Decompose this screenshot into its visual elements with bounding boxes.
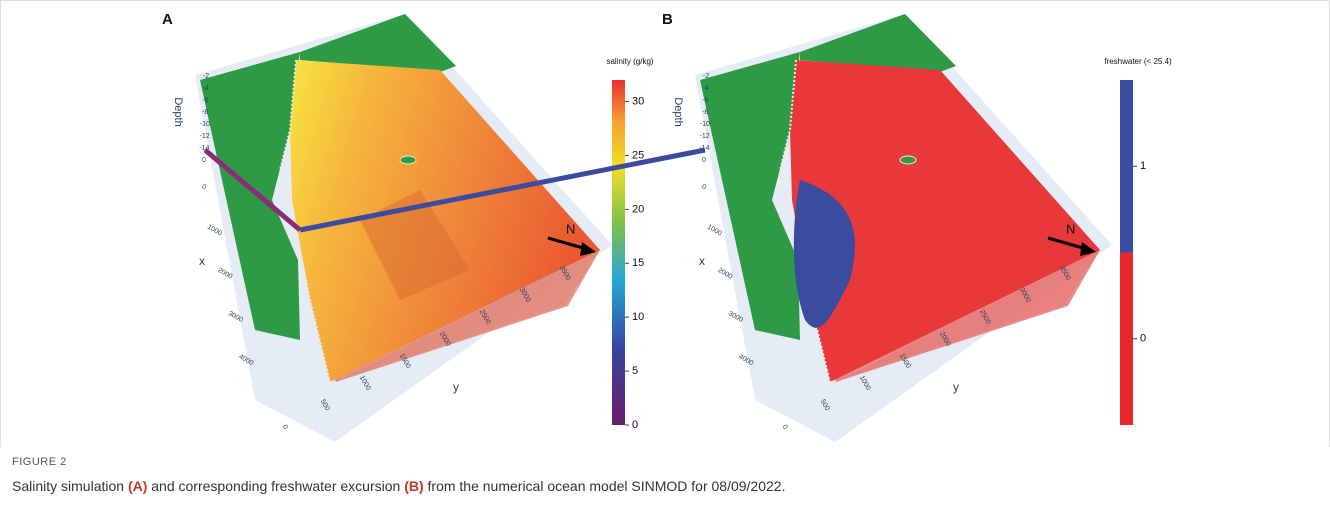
tick-label: -6: [702, 97, 708, 104]
tick-label: -8: [702, 109, 708, 116]
island: [400, 156, 416, 164]
colorbar-tick-label: 25: [632, 149, 644, 161]
page: ANDepthxy-2-4-6-8-10-12-1400100020003000…: [0, 0, 1330, 515]
tick-label: -10: [700, 121, 710, 128]
tick-label: -14: [699, 145, 709, 152]
tick-label: -12: [200, 133, 210, 140]
caption: Salinity simulation (A) and correspondin…: [12, 478, 785, 494]
north-label: N: [1066, 221, 1075, 236]
tick-label: -8: [202, 109, 208, 116]
tick-label: 0: [281, 424, 289, 431]
panel-label: B: [662, 11, 673, 28]
tick-label: -10: [200, 121, 210, 128]
tick-label: 0: [202, 157, 206, 164]
axis-title: y: [453, 380, 459, 394]
panels: ANDepthxy-2-4-6-8-10-12-1400100020003000…: [162, 11, 1172, 442]
colorbar-segment: [1120, 80, 1133, 253]
colorbar-segment: [1120, 253, 1133, 426]
tick-label: 0: [200, 183, 207, 191]
tick-label: 1000: [706, 224, 723, 238]
panel-label: A: [162, 11, 173, 28]
axis-title: x: [199, 254, 205, 268]
tick-label: 0: [781, 424, 789, 431]
colorbar-title: freshwater (< 25.4): [1104, 57, 1172, 66]
caption-text: and corresponding freshwater excursion: [147, 478, 404, 494]
tick-label: 1000: [206, 224, 223, 238]
caption-text: Salinity simulation: [12, 478, 128, 494]
figure: ANDepthxy-2-4-6-8-10-12-1400100020003000…: [0, 0, 1330, 450]
axis-title: x: [699, 254, 705, 268]
caption-text: from the numerical ocean model SINMOD fo…: [424, 478, 786, 494]
tick-label: -4: [203, 85, 209, 92]
colorbar-tick-label: 0: [632, 419, 638, 431]
north-label: N: [566, 221, 575, 236]
figure-label: FIGURE 2: [12, 456, 67, 468]
colorbar-tick-label: 15: [632, 257, 644, 269]
tick-label: -12: [700, 133, 710, 140]
tick-label: -2: [203, 73, 209, 80]
axis-title: y: [953, 380, 959, 394]
colorbar-tick-label: 30: [632, 95, 644, 107]
colorbar-tick-label: 10: [632, 311, 644, 323]
colorbar-tick-label: 0: [1140, 333, 1146, 345]
tick-label: 0: [700, 183, 707, 191]
colorbar: [612, 80, 625, 425]
colorbar-tick-label: 20: [632, 203, 644, 215]
tick-label: -14: [199, 145, 209, 152]
tick-label: -6: [202, 97, 208, 104]
caption-ref: (B): [404, 478, 423, 494]
colorbar-title: salinity (g/kg): [606, 57, 653, 66]
tick-label: -4: [703, 85, 709, 92]
tick-label: -2: [703, 73, 709, 80]
axis-title: Depth: [172, 97, 184, 126]
colorbar-tick-label: 5: [632, 365, 638, 377]
colorbar-tick-label: 1: [1140, 160, 1146, 172]
tick-label: 0: [702, 157, 706, 164]
axis-title: Depth: [672, 97, 684, 126]
caption-ref: (A): [128, 478, 147, 494]
island: [900, 156, 916, 164]
